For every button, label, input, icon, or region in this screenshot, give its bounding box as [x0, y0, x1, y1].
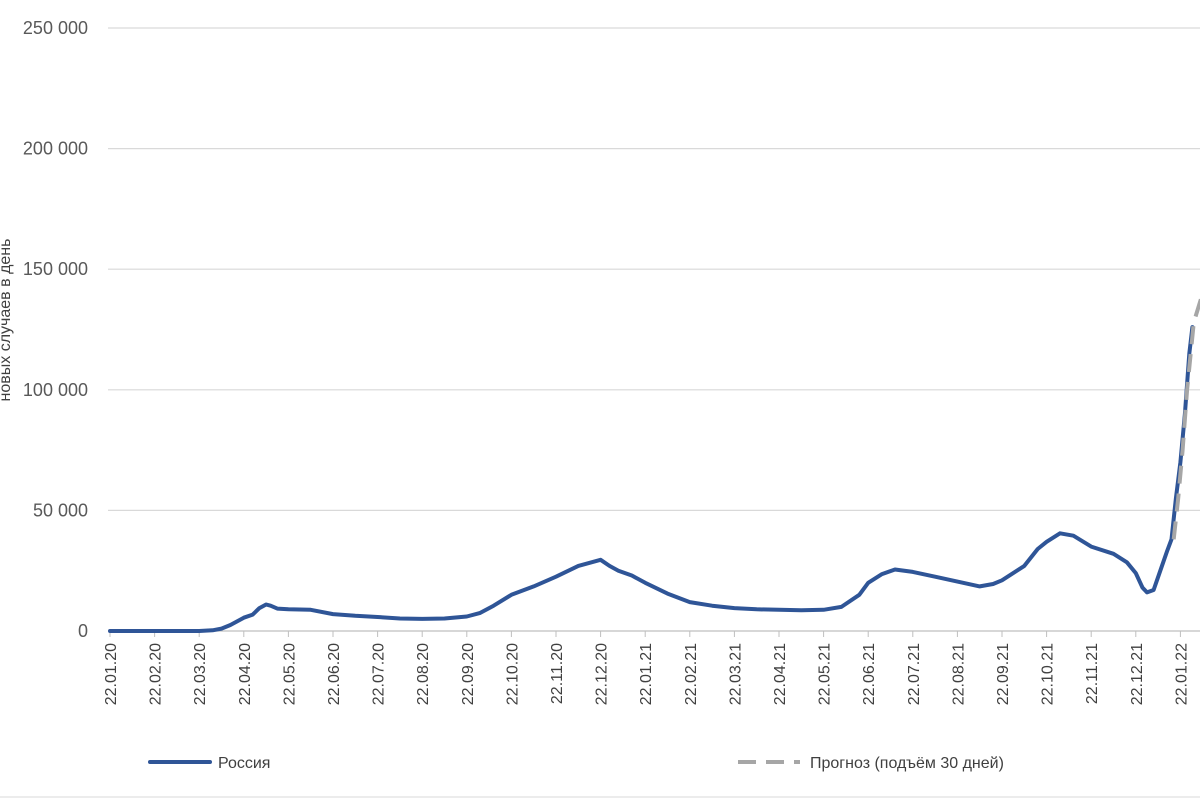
x-tick-label: 22.02.21: [683, 643, 700, 705]
x-tick-label: 22.09.20: [460, 643, 477, 705]
x-axis-tick-labels: 22.01.20 22.02.20 22.03.20 22.04.20 22.05.20…: [103, 631, 1190, 705]
x-tick-label: 22.12.20: [594, 643, 611, 705]
series-line-russia: [108, 325, 1195, 633]
x-tick-label: 22.06.20: [326, 643, 343, 705]
legend-label-forecast: Прогноз (подъём 30 дней): [810, 755, 1004, 772]
x-tick-label: 22.06.21: [861, 643, 878, 705]
x-tick-label: 22.12.21: [1129, 643, 1146, 705]
legend-label-russia: Россия: [218, 755, 270, 772]
y-axis-tick-labels: 0 50 000 100 000 150 000 200 000 250 000: [23, 18, 88, 641]
series-lines: [108, 295, 1200, 633]
x-tick-label: 22.09.21: [995, 643, 1012, 705]
x-tick-label: 22.05.20: [281, 643, 298, 705]
y-tick-label: 200 000: [23, 139, 88, 159]
x-tick-label: 22.03.21: [727, 643, 744, 705]
y-tick-label: 0: [78, 621, 88, 641]
x-tick-label: 22.10.20: [504, 643, 521, 705]
x-tick-label: 22.11.21: [1084, 643, 1101, 704]
x-tick-label: 22.01.20: [103, 643, 120, 705]
y-tick-label: 250 000: [23, 18, 88, 38]
y-tick-label: 100 000: [23, 380, 88, 400]
x-tick-label: 22.02.20: [148, 643, 165, 705]
x-tick-label: 22.11.20: [549, 643, 566, 704]
x-tick-label: 22.01.21: [638, 643, 655, 705]
x-tick-label: 22.01.22: [1173, 643, 1190, 705]
series-line-forecast: [1171, 295, 1200, 540]
y-tick-label: 50 000: [33, 500, 88, 520]
x-tick-label: 22.07.21: [906, 643, 923, 705]
legend: Россия Прогноз (подъём 30 дней): [148, 755, 1004, 772]
y-tick-label: 150 000: [23, 259, 88, 279]
x-tick-label: 22.08.21: [950, 643, 967, 705]
x-tick-label: 22.04.21: [772, 643, 789, 705]
x-tick-label: 22.05.21: [817, 643, 834, 705]
x-tick-label: 22.04.20: [237, 643, 254, 705]
x-tick-label: 22.10.21: [1040, 643, 1057, 705]
x-tick-label: 22.08.20: [415, 643, 432, 705]
x-tick-label: 22.07.20: [371, 643, 388, 705]
x-tick-label: 22.03.20: [192, 643, 209, 705]
y-axis-label: новых случаев в день: [0, 239, 14, 402]
gridlines: [108, 27, 1200, 632]
